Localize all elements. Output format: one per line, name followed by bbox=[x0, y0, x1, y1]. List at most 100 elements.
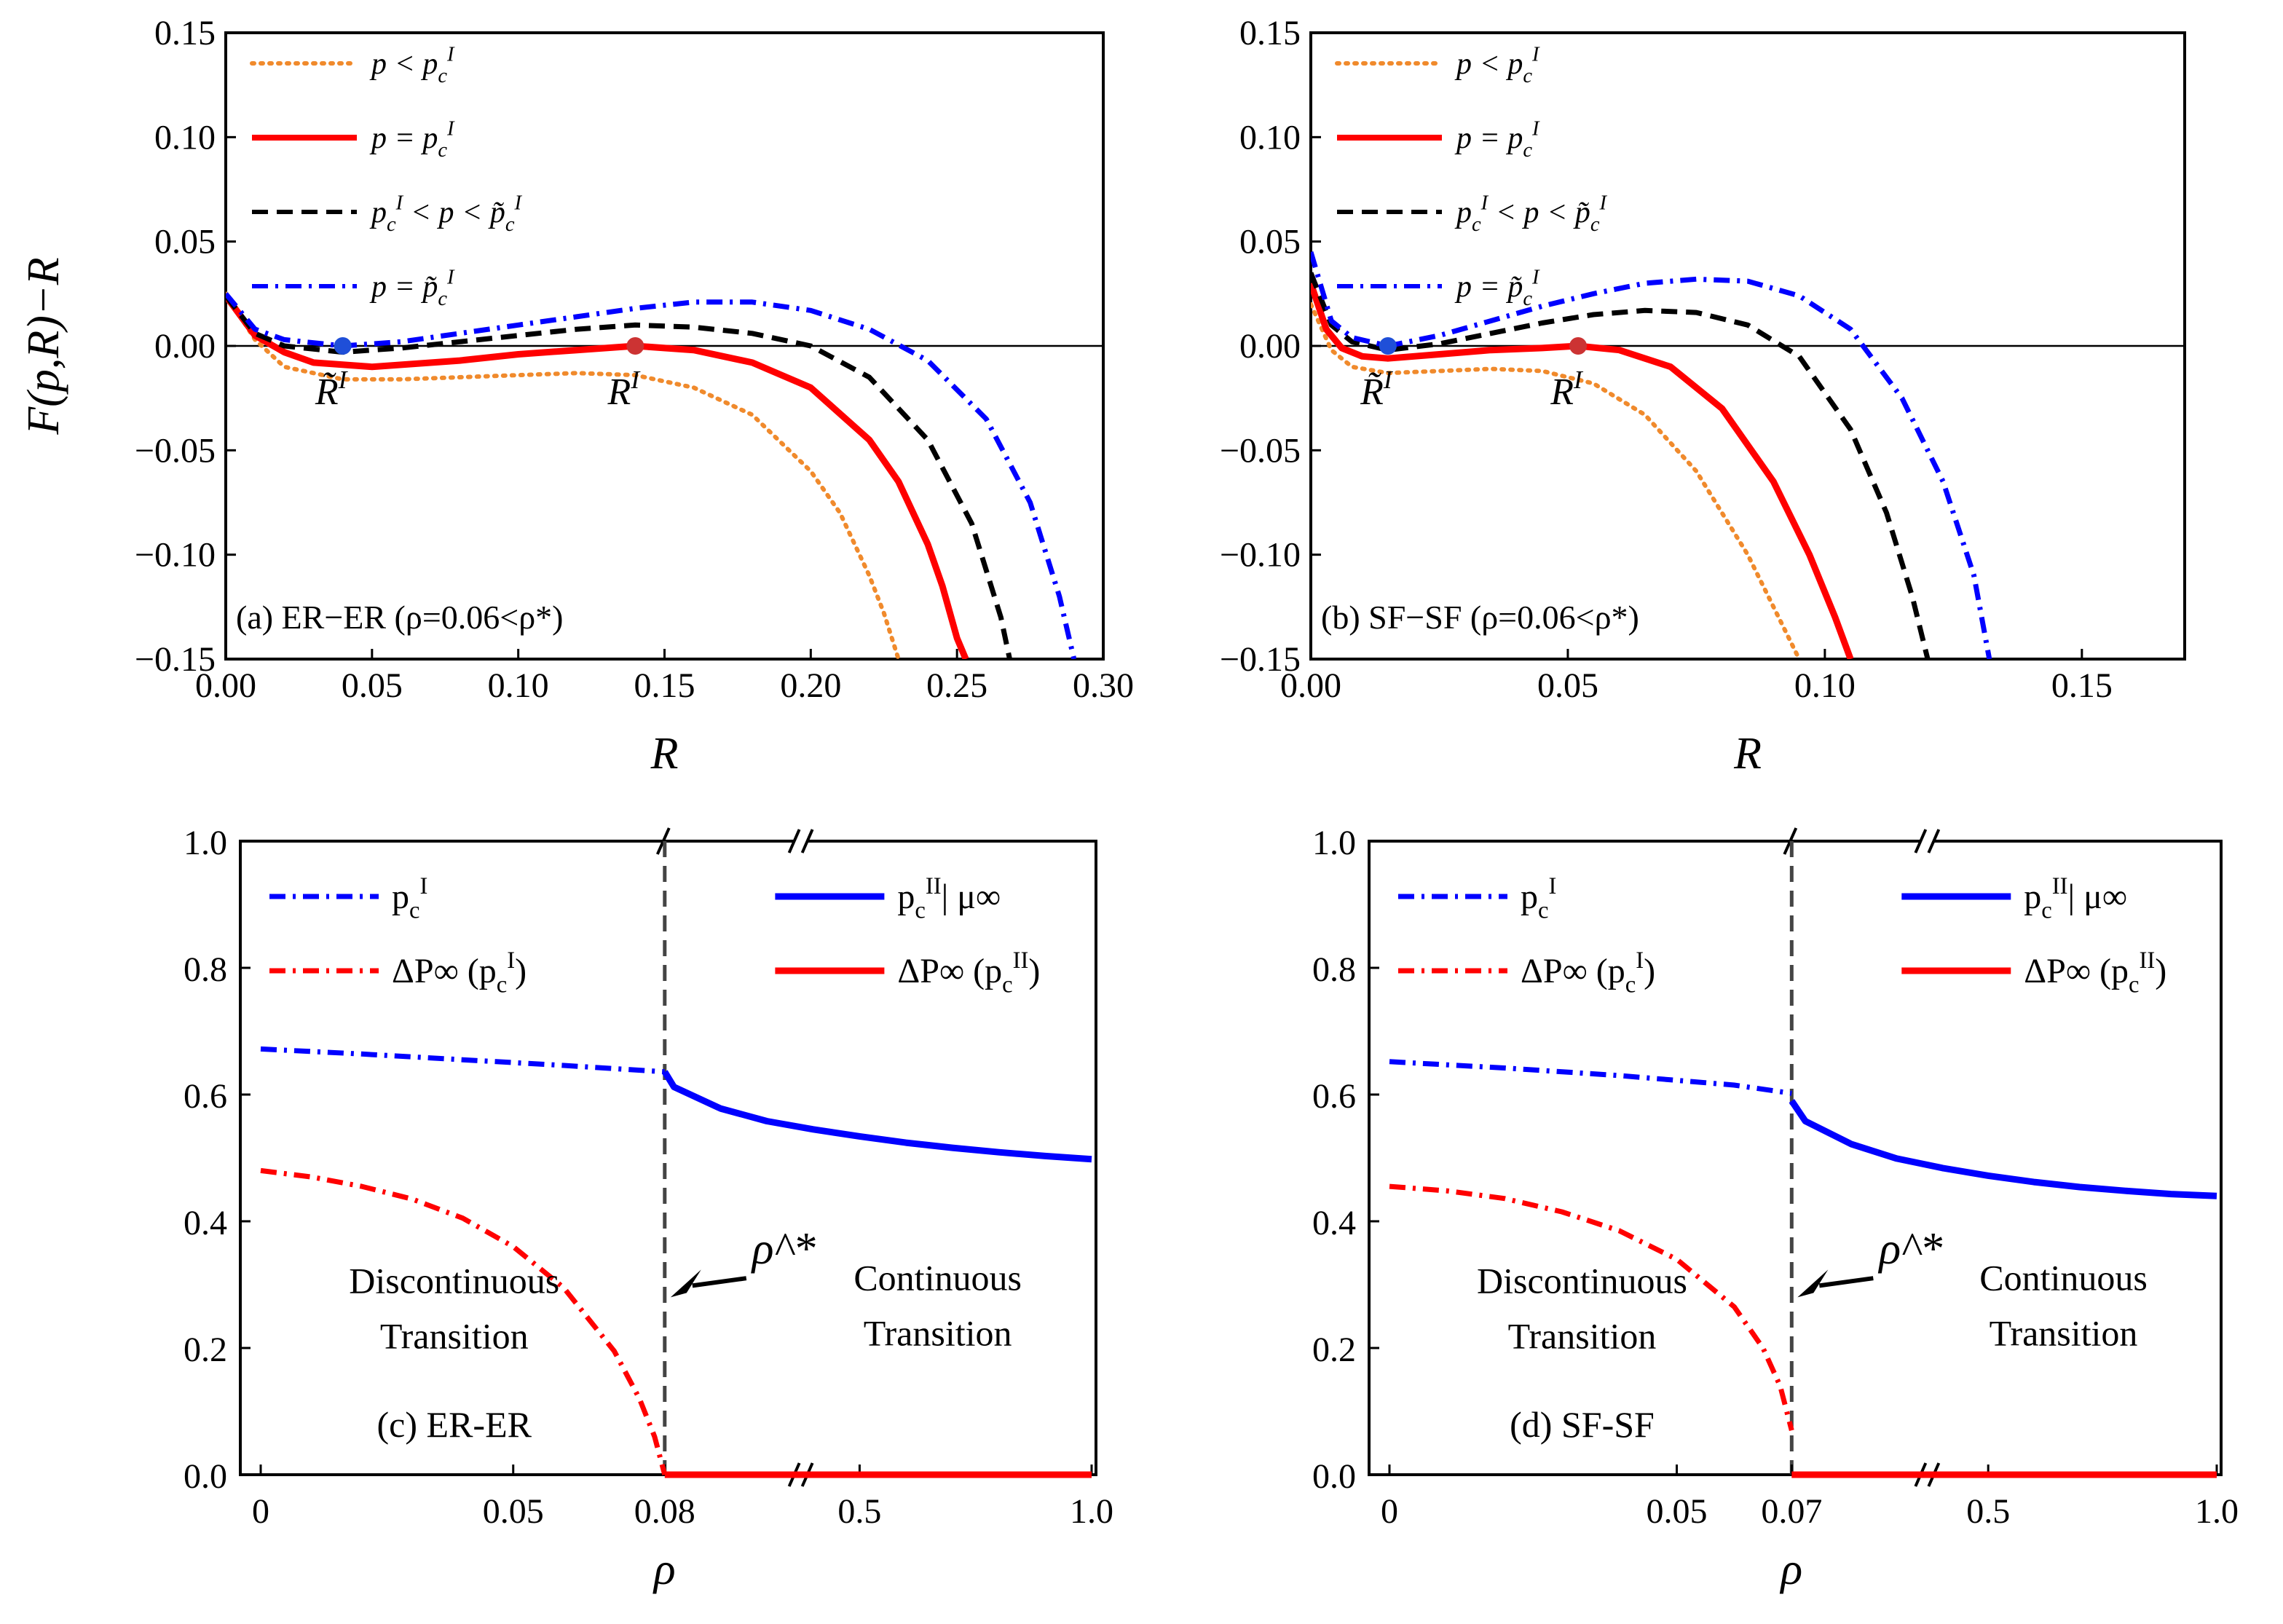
x-tick-label: 0.15 bbox=[2051, 666, 2113, 705]
marker-point-1 bbox=[626, 337, 644, 355]
marker-point-1 bbox=[1569, 337, 1588, 355]
region-label-discontinuous: Transition bbox=[1508, 1316, 1657, 1357]
axis-break-mark bbox=[787, 829, 801, 854]
y-tick-label: −0.05 bbox=[1220, 431, 1301, 470]
point-label-1: RI​ bbox=[607, 365, 642, 413]
y-tick-label: 0.4 bbox=[1312, 1204, 1356, 1242]
y-tick-label: 0.0 bbox=[184, 1457, 227, 1496]
y-tick-label: −0.10 bbox=[1220, 536, 1301, 575]
panel-label: (c) ER-ER bbox=[377, 1404, 532, 1445]
series-line-0 bbox=[1389, 1059, 1792, 1096]
legend-entry-2: pcI < p < p̃cI​ bbox=[369, 192, 523, 235]
panel-b: 0.00 0.05 0.10 0.15 −0.15 −0.10 −0.05 0.00 0.05 0… bbox=[1220, 14, 2186, 779]
region-label-continuous: Continuous bbox=[853, 1258, 1022, 1298]
point-label-0: R̃I​ bbox=[315, 365, 349, 413]
x-axis-label: ρ bbox=[1779, 1545, 1802, 1594]
region-label-discontinuous: Transition bbox=[380, 1316, 529, 1357]
region-label-discontinuous: Discontinuous bbox=[1477, 1261, 1687, 1301]
x-tick-label: 0.05 bbox=[483, 1492, 544, 1531]
legend-entry-0: pcI​ bbox=[1521, 873, 1556, 924]
y-tick-label: 0.8 bbox=[184, 950, 227, 989]
axis-break-mark bbox=[800, 829, 814, 854]
axis-break-mark bbox=[1927, 829, 1941, 854]
series-line-2 bbox=[661, 1070, 1092, 1163]
panel-a: 0.00 0.05 0.10 0.15 0.20 0.25 0.30 −0.15 −0.10 −0… bbox=[19, 14, 1134, 779]
x-tick-label: 0.25 bbox=[926, 666, 987, 705]
region-label-continuous: Continuous bbox=[1979, 1258, 2148, 1298]
x-tick-label: 0.30 bbox=[1073, 666, 1134, 705]
y-tick-label: 0.6 bbox=[184, 1077, 227, 1116]
legend-entry-1: p = pcI​ bbox=[1454, 117, 1540, 161]
legend-entry-0: pcI​ bbox=[392, 873, 427, 924]
x-tick-label: 0 bbox=[1381, 1492, 1398, 1531]
panel-label: (d) SF-SF bbox=[1510, 1404, 1655, 1445]
y-tick-label: 0.6 bbox=[1312, 1077, 1356, 1116]
x-axis-label: R bbox=[650, 729, 679, 779]
x-tick-label: 0.08 bbox=[634, 1492, 695, 1531]
panel-label: (b) SF−SF (ρ=0.06<ρ*) bbox=[1321, 599, 1639, 636]
series-group bbox=[226, 291, 1077, 659]
rho-star-annotation: ρ^* bbox=[1877, 1224, 1942, 1274]
x-tick-label: 0.05 bbox=[1647, 1492, 1708, 1531]
series-line-2 bbox=[1311, 272, 1931, 659]
x-tick-label: 0.00 bbox=[195, 666, 256, 705]
series-line-0 bbox=[1311, 301, 1802, 659]
legend-entry-1: p = pcI​ bbox=[369, 117, 455, 161]
x-tick-label: 0.00 bbox=[1280, 666, 1341, 705]
rho-star-arrow bbox=[692, 1276, 747, 1288]
point-label-0: R̃I​ bbox=[1360, 365, 1394, 413]
legend-entry-0: p < pcI​ bbox=[369, 43, 455, 87]
legend-entry-3: ΔP∞ (pcII) bbox=[897, 947, 1040, 998]
series-group bbox=[1311, 251, 1992, 659]
y-tick-label: 0.4 bbox=[184, 1204, 227, 1242]
marker-point-0 bbox=[334, 337, 352, 355]
legend-entry-0: p < pcI​ bbox=[1454, 43, 1540, 87]
point-label-1: RI​ bbox=[1550, 365, 1584, 413]
y-tick-label: 0.00 bbox=[154, 327, 216, 366]
y-tick-label: −0.05 bbox=[135, 431, 216, 470]
region-label-continuous: Transition bbox=[1990, 1313, 2138, 1354]
x-tick-label: 1.0 bbox=[1070, 1492, 1113, 1531]
series-line-1 bbox=[226, 293, 969, 659]
y-tick-label: 0.8 bbox=[1312, 950, 1356, 989]
x-tick-label: 0 bbox=[252, 1492, 269, 1531]
x-tick-label: 0.5 bbox=[837, 1492, 881, 1531]
y-tick-label: 0.2 bbox=[1312, 1331, 1356, 1369]
legend-entry-1: ΔP∞ (pcI) bbox=[392, 947, 527, 998]
x-tick-label: 0.10 bbox=[1794, 666, 1856, 705]
series-line-2 bbox=[1789, 1099, 2217, 1199]
rho-star-annotation: ρ^* bbox=[751, 1224, 816, 1274]
x-tick-label: 0.5 bbox=[1966, 1492, 2010, 1531]
x-tick-label: 0.20 bbox=[780, 666, 841, 705]
y-tick-label: 0.10 bbox=[1239, 118, 1301, 157]
series-line-1 bbox=[1311, 282, 1854, 659]
y-tick-label: 0.05 bbox=[1239, 223, 1301, 261]
legend-entry-2: pcII| μ∞ bbox=[897, 873, 1001, 924]
y-tick-label: 1.0 bbox=[184, 824, 227, 862]
panel-label: (a) ER−ER (ρ=0.06<ρ*) bbox=[236, 599, 564, 636]
x-tick-label: 0.07 bbox=[1761, 1492, 1822, 1531]
legend-entry-2: pcI < p < p̃cI​ bbox=[1454, 192, 1608, 235]
series-line-1 bbox=[1389, 1183, 1794, 1431]
y-axis-label: F(p,R)−R bbox=[19, 257, 68, 435]
y-tick-label: 0.15 bbox=[154, 14, 216, 52]
series-line-0 bbox=[260, 1046, 666, 1075]
x-tick-label: 0.05 bbox=[1537, 666, 1598, 705]
series-line-0 bbox=[226, 291, 901, 659]
region-label-discontinuous: Discontinuous bbox=[349, 1261, 559, 1301]
series-line-2 bbox=[226, 294, 1012, 659]
y-tick-label: −0.15 bbox=[1220, 640, 1301, 679]
plot-frame bbox=[239, 840, 1097, 1476]
y-tick-label: −0.15 bbox=[135, 640, 216, 679]
y-tick-label: 0.15 bbox=[1239, 14, 1301, 52]
series-line-3 bbox=[226, 292, 1077, 659]
x-tick-label: 1.0 bbox=[2195, 1492, 2239, 1531]
legend-entry-3: p = p̃cI​ bbox=[369, 266, 455, 310]
rho-star-arrow bbox=[1818, 1276, 1874, 1288]
panel-d: 0.0 0.2 0.4 0.6 0.8 1.0 0 0.05 0.07 0.5 1.0 ρ pcI​ ΔP… bbox=[1312, 824, 2239, 1594]
rho-star-arrowhead bbox=[670, 1269, 701, 1298]
region-label-continuous: Transition bbox=[864, 1313, 1012, 1354]
x-axis-label: R bbox=[1733, 729, 1762, 779]
series-line-1 bbox=[260, 1167, 668, 1475]
